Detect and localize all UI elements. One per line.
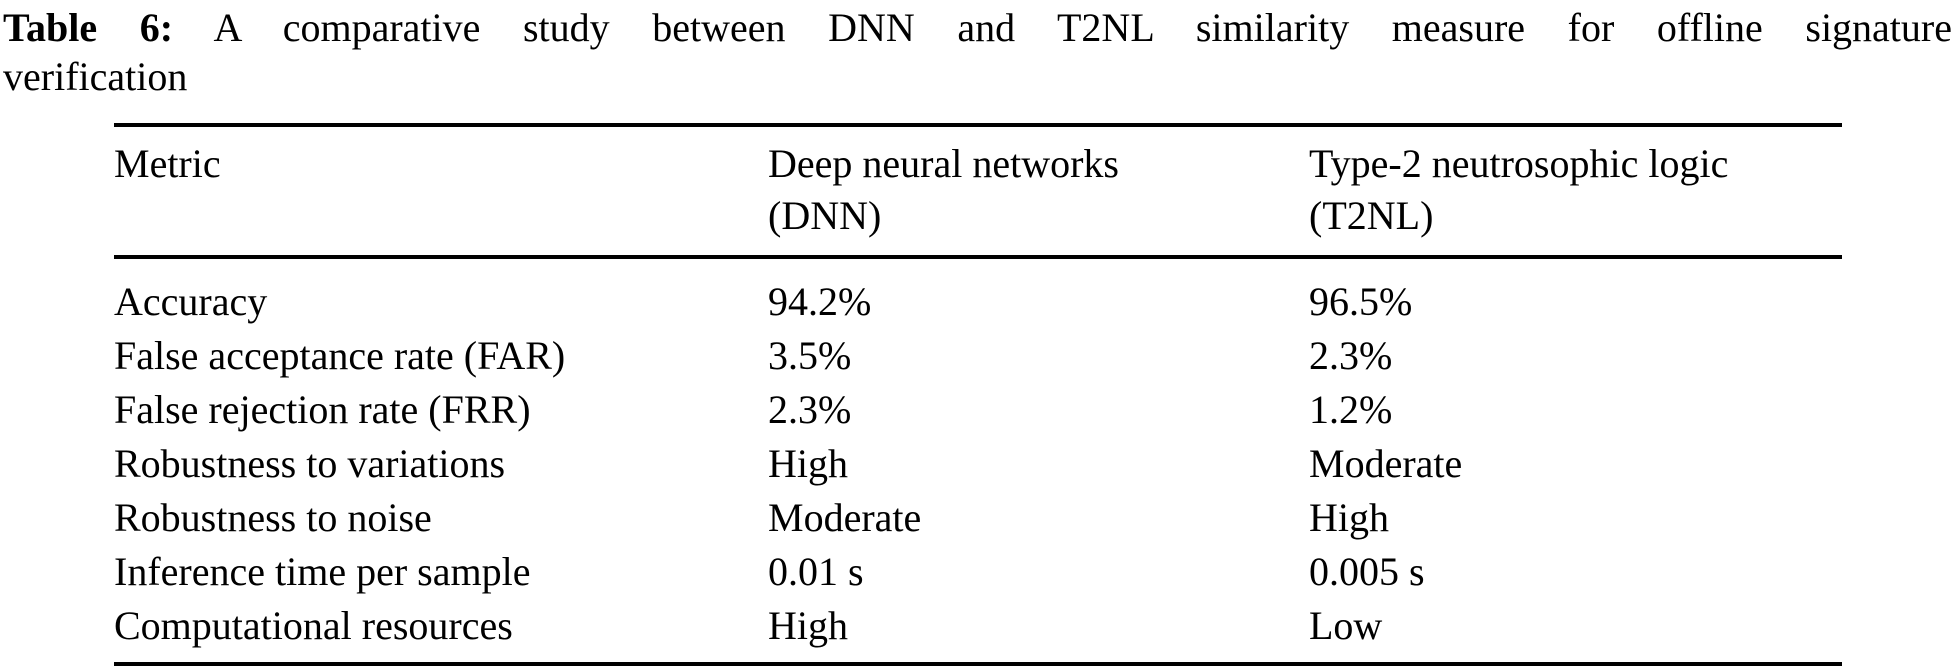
cell-metric: Computational resources bbox=[114, 603, 513, 648]
cell-t2nl-value: High bbox=[1309, 495, 1389, 540]
cell-t2nl-value: 96.5% bbox=[1309, 279, 1413, 324]
table-row: Robustness to noise Moderate High bbox=[114, 491, 1842, 545]
table-row: Inference time per sample 0.01 s 0.005 s bbox=[114, 545, 1842, 599]
table-caption-line2: verification bbox=[3, 54, 188, 99]
table-row: False acceptance rate (FAR) 3.5% 2.3% bbox=[114, 329, 1842, 383]
table-row: Accuracy 94.2% 96.5% bbox=[114, 275, 1842, 329]
table-header-row: Metric Deep neural networks (DNN) Type-2… bbox=[114, 123, 1842, 259]
table-row: False rejection rate (FRR) 2.3% 1.2% bbox=[114, 383, 1842, 437]
header-dnn: Deep neural networks (DNN) bbox=[768, 141, 1119, 238]
cell-t2nl-value: Moderate bbox=[1309, 441, 1463, 486]
cell-t2nl-value: 1.2% bbox=[1309, 387, 1393, 432]
cell-t2nl-value: Low bbox=[1309, 603, 1383, 648]
table-caption-text: A comparative study between DNN and T2NL… bbox=[213, 5, 1952, 50]
cell-metric: False rejection rate (FRR) bbox=[114, 387, 531, 432]
comparison-table: Metric Deep neural networks (DNN) Type-2… bbox=[114, 123, 1842, 666]
cell-metric: Inference time per sample bbox=[114, 549, 531, 594]
cell-dnn-value: High bbox=[768, 441, 848, 486]
table-caption: Table 6: A comparative study between DNN… bbox=[0, 0, 1954, 102]
table-caption-line1: Table 6: A comparative study between DNN… bbox=[3, 3, 1952, 52]
cell-metric: Robustness to noise bbox=[114, 495, 432, 540]
cell-dnn-value: 2.3% bbox=[768, 387, 852, 432]
cell-dnn-value: High bbox=[768, 603, 848, 648]
table-body: Accuracy 94.2% 96.5% False acceptance ra… bbox=[114, 259, 1842, 666]
cell-t2nl-value: 2.3% bbox=[1309, 333, 1393, 378]
table-row: Robustness to variations High Moderate bbox=[114, 437, 1842, 491]
cell-metric: Accuracy bbox=[114, 279, 268, 324]
cell-t2nl-value: 0.005 s bbox=[1309, 549, 1425, 594]
cell-metric: Robustness to variations bbox=[114, 441, 506, 486]
header-metric: Metric bbox=[114, 141, 221, 186]
cell-dnn-value: 0.01 s bbox=[768, 549, 864, 594]
cell-dnn-value: 94.2% bbox=[768, 279, 872, 324]
table-row: Computational resources High Low bbox=[114, 599, 1842, 653]
cell-dnn-value: 3.5% bbox=[768, 333, 852, 378]
cell-dnn-value: Moderate bbox=[768, 495, 922, 540]
table-caption-label: Table 6: bbox=[3, 5, 174, 50]
cell-metric: False acceptance rate (FAR) bbox=[114, 333, 566, 378]
header-t2nl: Type-2 neutrosophic logic (T2NL) bbox=[1309, 141, 1729, 238]
